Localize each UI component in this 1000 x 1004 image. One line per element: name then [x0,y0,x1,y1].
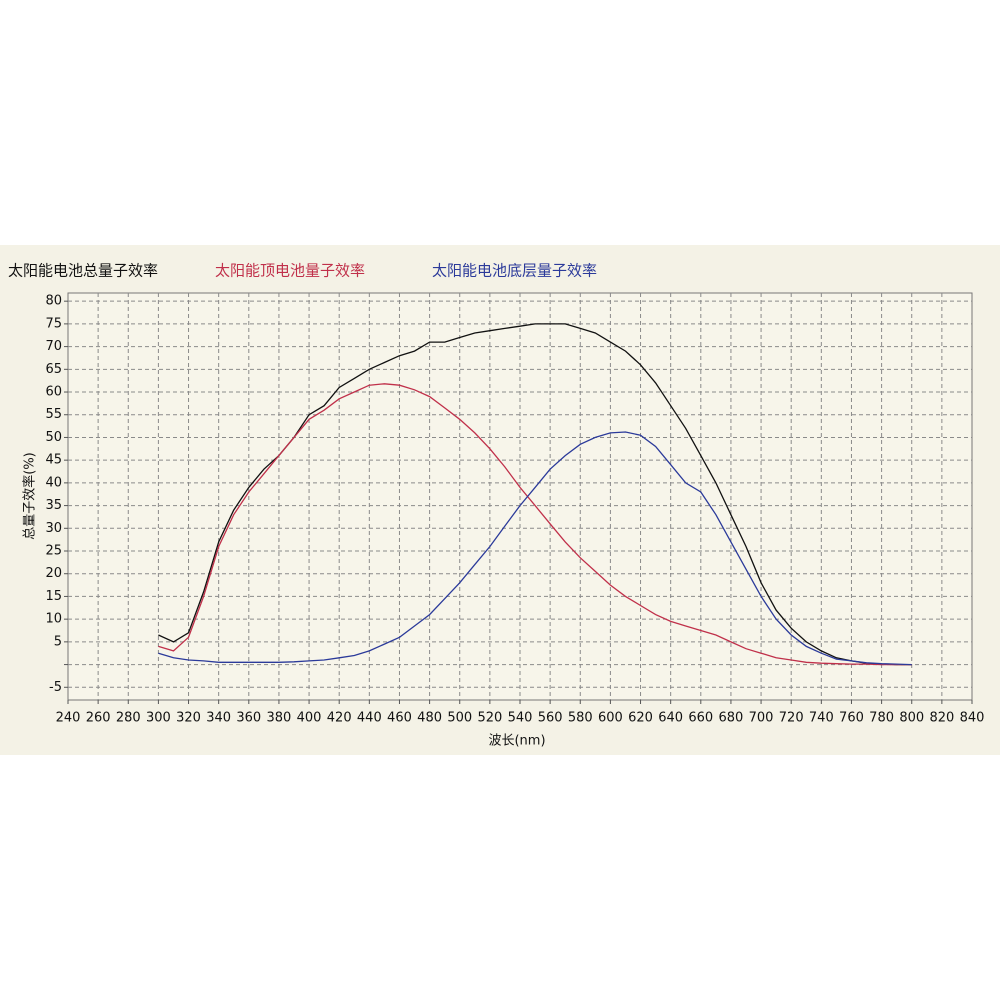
x-tick-label: 520 [477,711,502,726]
x-tick-label: 700 [749,711,774,726]
x-tick-label: 620 [628,711,653,726]
x-tick-label: 660 [688,711,713,726]
y-tick-label: 30 [45,521,62,536]
y-tick-label: 20 [45,566,62,581]
x-tick-label: 640 [658,711,683,726]
x-tick-label: 440 [357,711,382,726]
y-tick-label: 70 [45,339,62,354]
x-tick-label: 360 [236,711,261,726]
series-line [158,431,912,666]
y-axis-label: 总量子效率(%) [22,452,38,540]
x-tick-label: 820 [929,711,954,726]
y-tick-label: 15 [45,589,62,604]
x-tick-label: 760 [839,711,864,726]
x-tick-label: 560 [538,711,563,726]
y-tick-label: 50 [45,430,62,445]
x-tick-label: 540 [508,711,533,726]
x-tick-label: 580 [568,711,593,726]
x-tick-label: 400 [297,711,322,726]
y-tick-label: 45 [45,453,62,468]
legend-label: 太阳能电池总量子效率 [8,262,158,280]
y-tick-label: 60 [45,385,62,400]
x-tick-label: 460 [387,711,412,726]
y-tick-label: 10 [45,612,62,627]
y-tick-label: 75 [45,316,62,331]
y-tick-label: 80 [45,294,62,309]
legend-label: 太阳能顶电池量子效率 [215,262,365,280]
y-tick-label: 40 [45,475,62,490]
y-tick-label: 5 [54,634,62,649]
legend-label: 太阳能电池底层量子效率 [432,262,597,280]
x-axis-label: 波长(nm) [488,734,545,749]
series-line [158,383,912,666]
y-tick-label: 65 [45,362,62,377]
x-tick-label: 380 [267,711,292,726]
y-tick-label: 35 [45,498,62,513]
x-tick-label: 300 [146,711,171,726]
x-tick-label: 720 [779,711,804,726]
y-tick-label: -5 [49,680,62,695]
x-tick-label: 240 [56,711,81,726]
x-tick-label: 420 [327,711,352,726]
x-tick-label: 260 [86,711,111,726]
y-tick-label: 55 [45,407,62,422]
x-tick-label: 780 [869,711,894,726]
x-tick-label: 740 [809,711,834,726]
x-tick-label: 600 [598,711,623,726]
x-tick-label: 280 [116,711,141,726]
x-tick-label: 480 [417,711,442,726]
x-tick-label: 320 [176,711,201,726]
x-tick-label: 340 [206,711,231,726]
y-tick-label: 25 [45,544,62,559]
x-tick-label: 800 [899,711,924,726]
x-tick-label: 500 [447,711,472,726]
x-tick-label: 840 [960,711,985,726]
x-tick-label: 680 [719,711,744,726]
